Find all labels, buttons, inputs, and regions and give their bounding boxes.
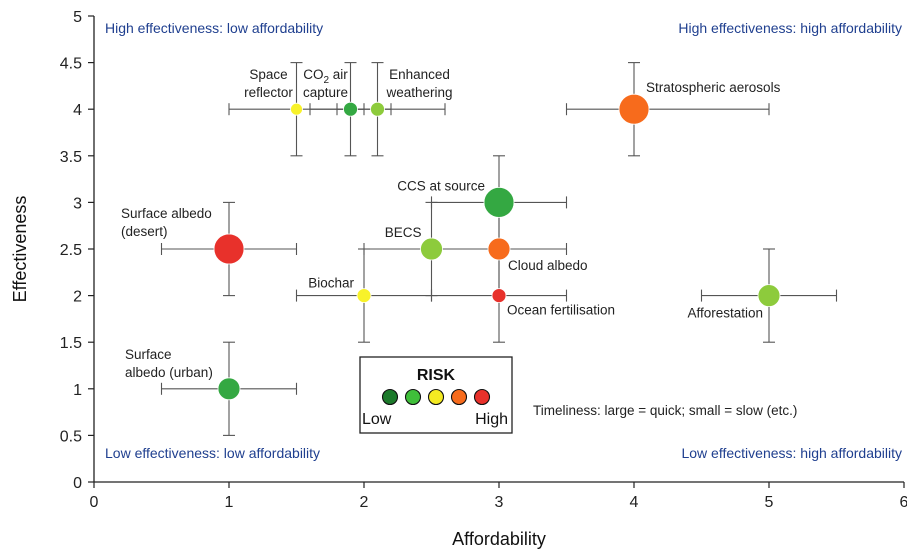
x-tick-label: 6	[900, 494, 907, 511]
point-label-afforestation: Afforestation	[687, 306, 763, 321]
y-tick-label: 1	[73, 382, 82, 399]
tick-labels: 0 1 2 3 4 5 6 0 0.5 1 1.5 2 2.5 3 3.5 4 4.5 5	[60, 9, 907, 511]
legend-swatch-risk-5	[473, 388, 491, 406]
quadrant-label-top-left: High effectiveness: low affordability	[105, 20, 323, 36]
legend-swatch-risk-3	[427, 388, 445, 406]
y-tick-label: 4	[73, 102, 82, 119]
point-label-becs: BECS	[385, 225, 422, 240]
y-tick-label: 3.5	[60, 149, 82, 166]
y-tick-label: 0.5	[60, 428, 82, 445]
legend-swatch-risk-1	[381, 388, 399, 406]
point-label-surface-albedo-desert: Surface albedo (desert)	[121, 206, 212, 239]
legend-swatch-risk-2	[404, 388, 422, 406]
point-surface-albedo-desert	[213, 233, 245, 265]
point-space-reflector	[290, 102, 303, 116]
y-axis-title: Effectiveness	[10, 196, 30, 303]
point-biochar	[356, 288, 372, 304]
point-label-ocean-fertilisation: Ocean fertilisation	[507, 303, 615, 318]
point-co2-air-capture	[343, 101, 358, 117]
y-tick-label: 0	[73, 475, 82, 492]
point-becs	[420, 237, 443, 261]
x-tick-label: 2	[360, 494, 369, 511]
quadrant-label-bottom-left: Low effectiveness: low affordability	[105, 445, 320, 461]
point-ccs-at-source	[483, 186, 515, 218]
x-tick-label: 5	[765, 494, 774, 511]
point-surface-albedo-urban	[217, 377, 241, 401]
point-enhanced-weathering	[370, 101, 385, 117]
risk-legend: RISK Low High	[359, 356, 513, 434]
point-cloud-albedo	[487, 237, 511, 261]
legend-title: RISK	[417, 367, 456, 384]
y-tick-label: 4.5	[60, 56, 82, 73]
point-labels: Space reflector CO2 air capture Enhanced weat…	[121, 67, 781, 380]
y-tick-label: 2	[73, 289, 82, 306]
y-tick-label: 5	[73, 9, 82, 26]
x-axis-title: Affordability	[452, 529, 546, 549]
x-tick-label: 3	[495, 494, 504, 511]
point-ocean-fertilisation	[491, 288, 507, 304]
legend-swatch-risk-4	[450, 388, 468, 406]
legend-swatches	[381, 388, 491, 406]
y-tick-label: 2.5	[60, 242, 82, 259]
point-label-surface-albedo-urban: Surface albedo (urban)	[125, 347, 213, 380]
point-label-stratospheric-aerosols: Stratospheric aerosols	[646, 80, 781, 95]
y-tick-label: 1.5	[60, 335, 82, 352]
x-tick-label: 1	[225, 494, 234, 511]
point-stratospheric-aerosols	[618, 93, 650, 125]
x-tick-label: 0	[90, 494, 99, 511]
point-afforestation	[757, 284, 781, 308]
y-tick-label: 3	[73, 195, 82, 212]
quadrant-label-top-right: High effectiveness: high affordability	[678, 20, 902, 36]
point-label-co2-air-capture: CO2 air capture	[303, 67, 348, 100]
x-tick-label: 4	[630, 494, 639, 511]
data-points	[213, 93, 781, 401]
point-label-enhanced-weathering: Enhanced weathering	[385, 67, 452, 100]
point-label-ccs-at-source: CCS at source	[397, 178, 485, 193]
point-label-space-reflector: Space reflector	[244, 67, 293, 100]
legend-low-label: Low	[362, 411, 392, 428]
point-label-biochar: Biochar	[308, 276, 354, 291]
point-label-cloud-albedo: Cloud albedo	[508, 258, 588, 273]
timeliness-note: Timeliness: large = quick; small = slow …	[533, 403, 797, 418]
quadrant-label-bottom-right: Low effectiveness: high affordability	[681, 445, 902, 461]
legend-high-label: High	[475, 411, 508, 428]
